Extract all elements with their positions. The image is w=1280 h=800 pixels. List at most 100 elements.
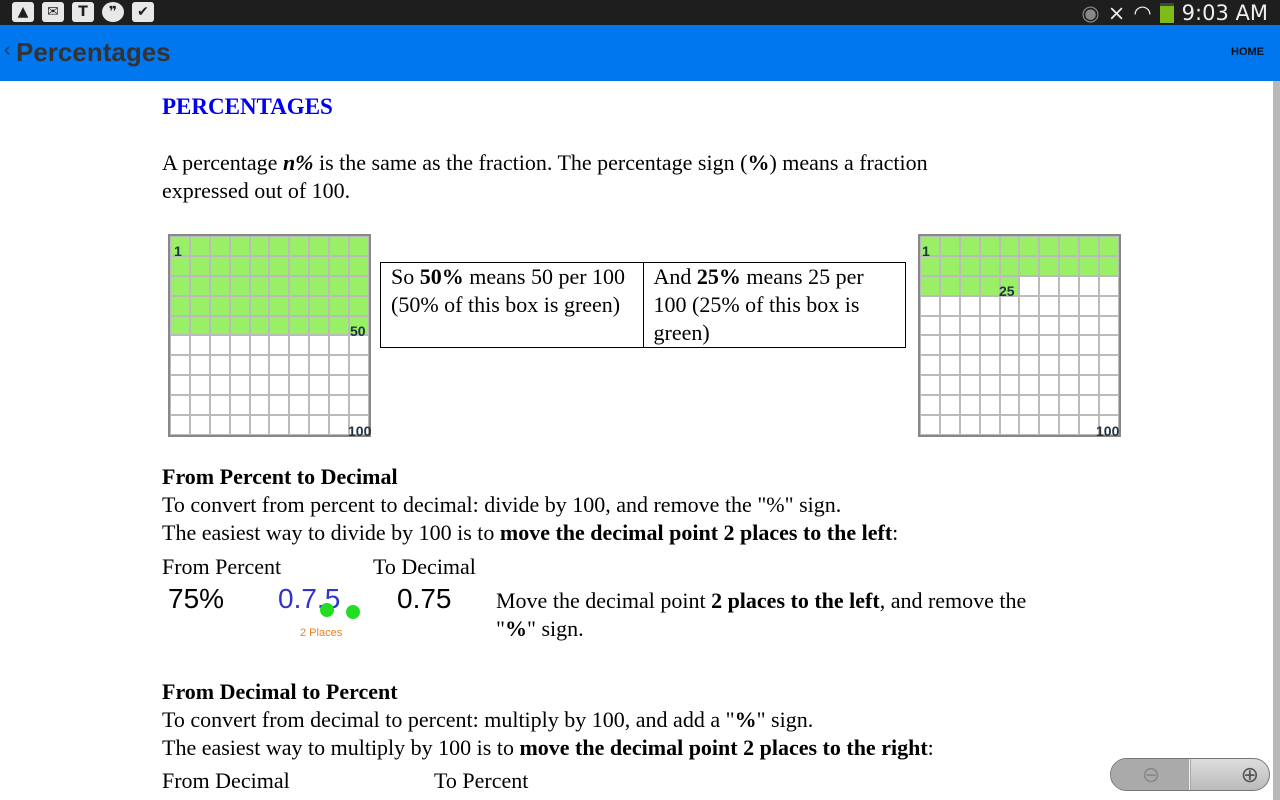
grid-cell bbox=[1039, 255, 1060, 276]
grid-cell bbox=[229, 355, 250, 376]
grid-cell bbox=[1019, 415, 1040, 435]
grid-cell bbox=[249, 415, 270, 435]
grid-cell bbox=[249, 335, 270, 356]
grid-cell bbox=[329, 295, 350, 316]
grid-cell bbox=[1039, 295, 1060, 316]
grid-cell bbox=[939, 355, 960, 376]
column-label: To Percent bbox=[434, 768, 529, 793]
clock: 9:03 AM bbox=[1181, 0, 1268, 25]
grid-cell bbox=[999, 375, 1020, 396]
grid-cell bbox=[349, 236, 369, 256]
grid-cell bbox=[1059, 275, 1080, 296]
grid-cell bbox=[289, 415, 310, 435]
grid-cell bbox=[349, 275, 369, 296]
grid-cell bbox=[1079, 415, 1100, 435]
grid-cell bbox=[189, 335, 210, 356]
grid-cell bbox=[979, 295, 1000, 316]
grid-cell bbox=[209, 415, 230, 435]
grid-cell bbox=[1039, 355, 1060, 376]
grid-cell bbox=[269, 395, 290, 416]
grid-label: 100 bbox=[1096, 423, 1120, 439]
grid-cell bbox=[349, 355, 369, 376]
grid-cell bbox=[229, 335, 250, 356]
grid-cell bbox=[1059, 375, 1080, 396]
grid-cell bbox=[959, 335, 980, 356]
grid-cell bbox=[999, 355, 1020, 376]
grid-cell bbox=[229, 415, 250, 435]
grid-cell bbox=[209, 335, 230, 356]
grid-cell bbox=[939, 415, 960, 435]
grid-cell bbox=[1039, 395, 1060, 416]
grid-cell bbox=[1079, 355, 1100, 376]
grid-cell bbox=[309, 395, 330, 416]
grid-cell bbox=[999, 255, 1020, 276]
grid-cell bbox=[269, 335, 290, 356]
grid-cell bbox=[1099, 395, 1119, 416]
zoom-out-icon[interactable]: ⊖ bbox=[1111, 759, 1191, 790]
grid-cell bbox=[269, 275, 290, 296]
grid-cell bbox=[289, 236, 310, 256]
grid-cell bbox=[349, 255, 369, 276]
grid-cell bbox=[979, 335, 1000, 356]
grid-cell bbox=[1099, 295, 1119, 316]
grid-cell bbox=[189, 375, 210, 396]
grid-cell bbox=[1099, 255, 1119, 276]
hundred-grid-50 bbox=[168, 234, 371, 437]
grid-cell bbox=[1019, 255, 1040, 276]
mute-icon: ⨯ bbox=[1107, 0, 1126, 25]
grid-cell bbox=[920, 275, 940, 296]
grid-cell bbox=[979, 415, 1000, 435]
grid-cell bbox=[189, 295, 210, 316]
zoom-in-icon[interactable]: ⊕ bbox=[1189, 759, 1269, 790]
grid-cell bbox=[269, 355, 290, 376]
grid-cell bbox=[979, 255, 1000, 276]
grid-cell bbox=[170, 255, 190, 276]
grid-cell bbox=[329, 255, 350, 276]
grid-cell bbox=[939, 375, 960, 396]
nytimes-icon: T bbox=[72, 2, 94, 22]
grid-cell bbox=[959, 315, 980, 336]
grid-cell bbox=[309, 355, 330, 376]
grid-cell bbox=[289, 335, 310, 356]
grid-cell bbox=[959, 236, 980, 256]
grid-cell bbox=[289, 375, 310, 396]
table-cell: And 25% means 25 per 100 (25% of this bo… bbox=[642, 262, 906, 348]
grid-cell bbox=[939, 395, 960, 416]
grid-cell bbox=[999, 275, 1020, 296]
grid-cell bbox=[189, 395, 210, 416]
back-chevron-icon[interactable]: ‹ bbox=[4, 39, 11, 61]
grid-cell bbox=[349, 335, 369, 356]
scrollbar[interactable] bbox=[1273, 81, 1280, 800]
grid-cell bbox=[959, 255, 980, 276]
grid-label: 25 bbox=[999, 283, 1015, 299]
grid-cell bbox=[999, 335, 1020, 356]
grid-cell bbox=[209, 275, 230, 296]
grid-cell bbox=[1079, 375, 1100, 396]
grid-cell bbox=[309, 255, 330, 276]
grid-cell bbox=[289, 355, 310, 376]
grid-cell bbox=[309, 315, 330, 336]
grid-label: 50 bbox=[350, 323, 366, 339]
grid-cell bbox=[920, 355, 940, 376]
app-title[interactable]: Percentages bbox=[16, 37, 171, 67]
grid-cell bbox=[209, 255, 230, 276]
grid-cell bbox=[920, 255, 940, 276]
grid-cell bbox=[920, 415, 940, 435]
decimal-marker bbox=[320, 603, 334, 617]
grid-cell bbox=[329, 275, 350, 296]
column-label: From Decimal bbox=[162, 768, 290, 793]
grid-cell bbox=[1079, 395, 1100, 416]
grid-cell bbox=[249, 315, 270, 336]
gallery-icon: ▲ bbox=[12, 2, 34, 22]
grid-cell bbox=[999, 236, 1020, 256]
grid-cell bbox=[920, 295, 940, 316]
grid-cell bbox=[1059, 335, 1080, 356]
grid-cell bbox=[170, 295, 190, 316]
grid-cell bbox=[229, 295, 250, 316]
grid-cell bbox=[920, 395, 940, 416]
grid-cell bbox=[249, 395, 270, 416]
grid-cell bbox=[999, 315, 1020, 336]
grid-cell bbox=[209, 315, 230, 336]
grid-cell bbox=[209, 355, 230, 376]
home-button[interactable]: HOME bbox=[1231, 46, 1264, 58]
